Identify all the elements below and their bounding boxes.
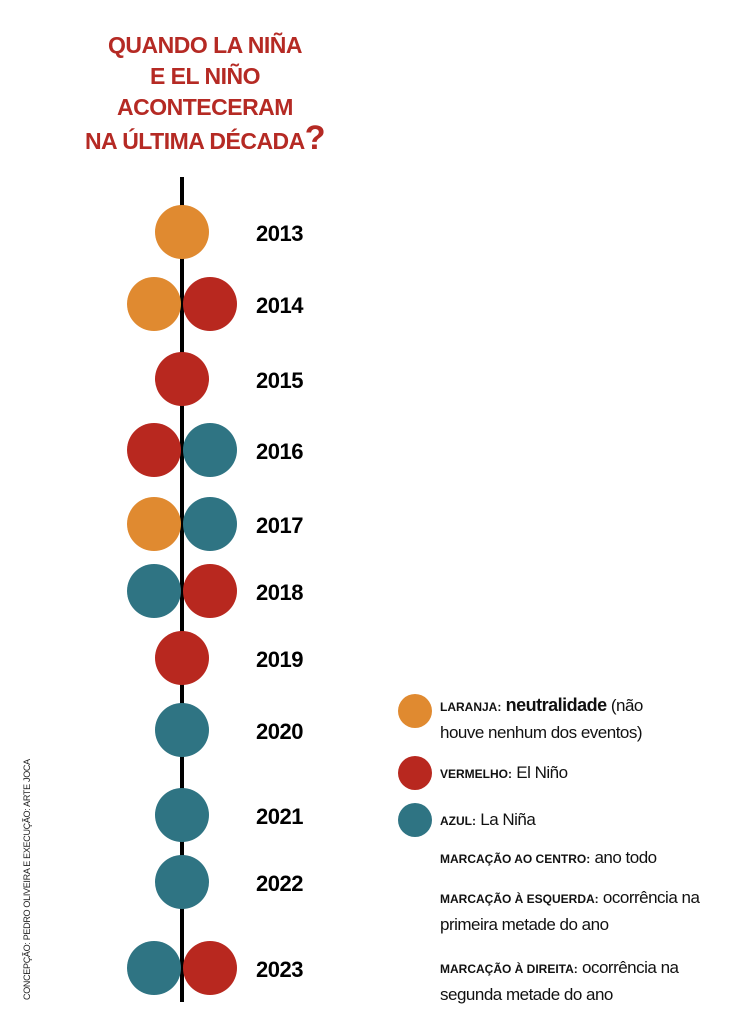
note-key: MARCAÇÃO AO CENTRO: [440, 852, 591, 866]
legend-dot [398, 803, 432, 837]
event-dot [127, 941, 181, 995]
legend-key: LARANJA: [440, 700, 502, 714]
legend-text: El Niño [516, 763, 568, 782]
title: QUANDO LA NIÑA E EL NIÑO ACONTECERAM NA ÚL… [60, 30, 350, 157]
year-label: 2014 [256, 293, 304, 318]
year-label: 2017 [256, 513, 303, 538]
note: MARCAÇÃO À DIREITA: ocorrência na segund… [440, 955, 680, 1008]
event-dot [127, 497, 181, 551]
legend-item: VERMELHO: El Niño [440, 760, 680, 787]
title-line: E EL NIÑO ACONTECERAM [117, 63, 293, 120]
event-dot [127, 277, 181, 331]
note-key: MARCAÇÃO À DIREITA: [440, 962, 578, 976]
legend-key: VERMELHO: [440, 767, 512, 781]
note-text: ocorrência na segunda metade do ano [440, 958, 679, 1004]
year-label: 2021 [256, 804, 303, 829]
title-line: NA ÚLTIMA DÉCADA? [84, 119, 326, 157]
event-dot [183, 941, 237, 995]
legend-text: La Niña [480, 810, 536, 829]
title-mark: ? [304, 119, 326, 157]
event-dot [155, 703, 209, 757]
credit: CONCEPÇÃO: PEDRO OLIVEIRA E EXECUÇÃO: AR… [22, 759, 32, 1000]
event-dot [155, 352, 209, 406]
note: MARCAÇÃO AO CENTRO: ano todo [440, 845, 680, 872]
event-dot [183, 564, 237, 618]
note-key: MARCAÇÃO À ESQUERDA: [440, 892, 599, 906]
year-label: 2018 [256, 580, 303, 605]
note-text: ano todo [594, 848, 657, 867]
event-dot [183, 423, 237, 477]
event-dot [155, 205, 209, 259]
legend-emph: neutralidade [505, 695, 608, 715]
year-label: 2022 [256, 871, 303, 896]
note: MARCAÇÃO À ESQUERDA: ocorrência na prime… [440, 885, 715, 938]
legend-dot [398, 694, 432, 728]
year-label: 2019 [256, 647, 303, 672]
year-label: 2013 [256, 221, 303, 246]
year-label: 2016 [256, 439, 303, 464]
event-dot [155, 788, 209, 842]
legend-text: (não houve nenhum dos eventos) [440, 696, 643, 742]
legend-key: AZUL: [440, 814, 476, 828]
title-line: QUANDO LA NIÑA [107, 32, 303, 58]
event-dot [155, 631, 209, 685]
note-text: ocorrência na primeira metade do ano [440, 888, 700, 934]
legend-item: AZUL: La Niña [440, 807, 680, 834]
year-label: 2023 [256, 957, 303, 982]
event-dot [183, 497, 237, 551]
event-dot [155, 855, 209, 909]
year-label: 2015 [256, 368, 303, 393]
legend-dot [398, 756, 432, 790]
legend-item: LARANJA: neutralidade (não houve nenhum … [440, 692, 680, 746]
event-dot [127, 423, 181, 477]
year-label: 2020 [256, 719, 303, 744]
event-dot [183, 277, 237, 331]
event-dot [127, 564, 181, 618]
